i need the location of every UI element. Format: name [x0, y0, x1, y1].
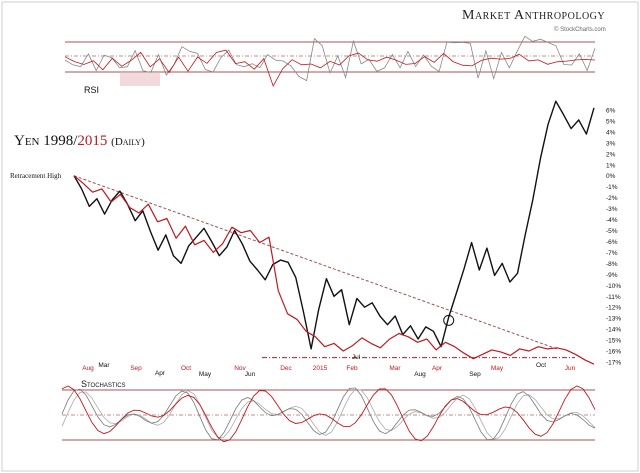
breakout-marker — [443, 314, 455, 326]
x-tick-label-2015: Feb — [346, 365, 358, 372]
y-tick-label: -9% — [606, 272, 618, 279]
rsi-line-2015 — [64, 49, 596, 87]
y-tick-label: -8% — [606, 261, 618, 268]
x-tick-label-2015: Mar — [389, 365, 401, 372]
y-tick-label: -13% — [606, 316, 621, 323]
y-tick-label: -14% — [606, 327, 621, 334]
y-tick-label: 0% — [606, 173, 616, 180]
y-tick-label: -16% — [606, 349, 621, 356]
x-axis-labels: Aug Sep Oct Nov Dec 2015 Feb Mar Apr May Jun Mar Apr… — [82, 354, 575, 378]
y-axis-ticks: 6% 5% 4% 3% 2% 1% 0% -1% -2% -3% -4% -5% -6% -7% -8% -9… — [606, 108, 621, 367]
series-line-1998 — [73, 100, 595, 350]
title-part-2015: 2015 — [77, 133, 108, 149]
x-tick-label-1998: Jun — [245, 371, 256, 378]
x-tick-label-2015: Jun — [565, 365, 576, 372]
y-tick-label: 1% — [606, 162, 616, 169]
y-tick-label: -2% — [606, 195, 618, 202]
x-tick-label-2015: May — [491, 365, 504, 372]
y-tick-label: -3% — [606, 206, 618, 213]
y-tick-label: -6% — [606, 239, 618, 246]
y-tick-label: -4% — [606, 217, 618, 224]
x-tick-label-1998: Aug — [414, 371, 426, 378]
title-part-daily: (Daily) — [111, 136, 145, 148]
brand-logo: Market Anthropology © StockCharts.com — [462, 8, 632, 38]
rsi-shade — [120, 72, 160, 86]
y-tick-label: -7% — [606, 250, 618, 257]
x-tick-label-1998: Jul — [352, 354, 361, 361]
rsi-label: RSI — [84, 85, 99, 95]
y-tick-label: -11% — [606, 294, 621, 301]
y-tick-label: 4% — [606, 129, 616, 136]
x-tick-label-2015: Apr — [432, 365, 443, 372]
x-tick-label-2015: Sep — [130, 365, 142, 372]
y-tick-label: 2% — [606, 151, 616, 158]
x-tick-label-2015: Dec — [280, 365, 292, 372]
x-tick-label-1998: Oct — [536, 362, 546, 369]
price-panel — [73, 100, 595, 365]
y-tick-label: -17% — [606, 360, 621, 367]
y-tick-label: 5% — [606, 118, 616, 125]
retracement-annotation: Retracement High — [10, 172, 62, 180]
stochastics-label: Stochastics — [81, 379, 126, 389]
chart-title: Yen 1998/2015 (Daily) — [14, 133, 145, 150]
data-source: © StockCharts.com — [554, 27, 606, 33]
x-tick-label-2015: Aug — [82, 365, 94, 372]
series-line-2015 — [73, 175, 595, 365]
x-tick-label-1998: Mar — [98, 362, 110, 369]
rsi-line-1998 — [64, 35, 596, 82]
y-tick-label: 3% — [606, 140, 616, 147]
rsi-panel — [64, 35, 596, 87]
title-part-1998: Yen 1998/ — [14, 133, 78, 149]
stoch-line-1998 — [61, 387, 596, 441]
brand-name: Market Anthropology — [462, 8, 606, 23]
x-tick-label-1998: Sep — [469, 371, 481, 378]
x-tick-label-2015: Nov — [234, 365, 246, 372]
y-tick-label: -10% — [606, 283, 621, 290]
x-tick-label-2015: Oct — [181, 365, 191, 372]
x-tick-label-1998: Apr — [155, 370, 166, 377]
x-tick-label-2015: 2015 — [313, 365, 328, 372]
y-tick-label: -1% — [606, 184, 618, 191]
x-tick-label-1998: May — [199, 371, 212, 378]
y-tick-label: -5% — [606, 228, 618, 235]
trendline — [73, 175, 558, 350]
y-tick-label: -12% — [606, 305, 621, 312]
stoch-line-2015 — [61, 385, 596, 443]
stochastics-panel — [61, 385, 596, 443]
y-tick-label: -15% — [606, 338, 621, 345]
y-tick-label: 6% — [606, 108, 616, 115]
